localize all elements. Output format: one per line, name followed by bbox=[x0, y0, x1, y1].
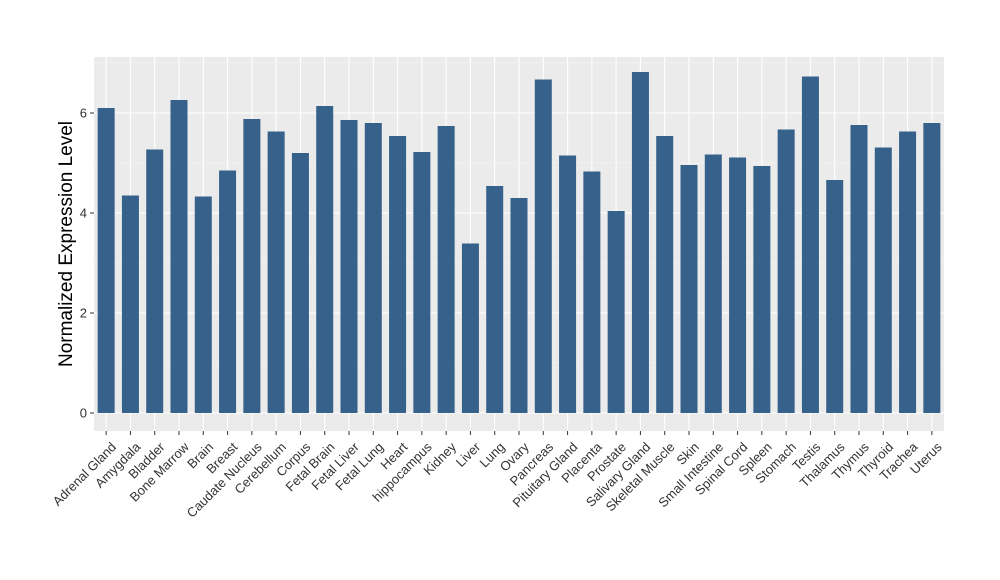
bar bbox=[364, 123, 382, 413]
bar bbox=[631, 72, 649, 413]
bar bbox=[777, 129, 795, 413]
y-tick-label: 4 bbox=[80, 206, 87, 221]
bar bbox=[899, 131, 917, 413]
bar bbox=[583, 171, 601, 413]
bars bbox=[97, 72, 941, 413]
bar bbox=[413, 152, 431, 413]
bar bbox=[607, 211, 625, 413]
bar bbox=[534, 79, 552, 413]
bar bbox=[874, 147, 892, 413]
bar bbox=[801, 76, 819, 413]
y-tick-label: 6 bbox=[80, 106, 87, 121]
bar bbox=[97, 108, 115, 413]
bar bbox=[219, 170, 237, 413]
bar bbox=[437, 126, 455, 413]
bar bbox=[704, 154, 722, 413]
bar bbox=[559, 155, 577, 413]
bar bbox=[340, 120, 358, 413]
y-tick-label: 2 bbox=[80, 306, 87, 321]
bar bbox=[291, 153, 309, 413]
bar bbox=[461, 243, 479, 413]
bar bbox=[146, 149, 164, 413]
bar bbox=[850, 125, 868, 413]
bar bbox=[826, 180, 844, 413]
y-axis-title: Normalized Expression Level bbox=[56, 121, 77, 367]
bar bbox=[389, 136, 407, 413]
bar bbox=[923, 123, 941, 413]
bar bbox=[729, 157, 747, 413]
bar bbox=[486, 186, 504, 413]
bar bbox=[316, 106, 334, 413]
y-tick-label: 0 bbox=[80, 406, 87, 421]
bar bbox=[267, 131, 285, 413]
bar bbox=[656, 136, 674, 413]
y-axis-ticks: 0 2 4 6 bbox=[80, 106, 94, 421]
bar bbox=[243, 119, 261, 413]
bar bbox=[680, 165, 698, 413]
x-tick-label: Liver bbox=[453, 439, 484, 470]
bar bbox=[194, 196, 212, 413]
bar bbox=[753, 166, 771, 413]
bar bbox=[170, 100, 188, 413]
bar bbox=[510, 198, 528, 413]
bar bbox=[121, 195, 139, 413]
